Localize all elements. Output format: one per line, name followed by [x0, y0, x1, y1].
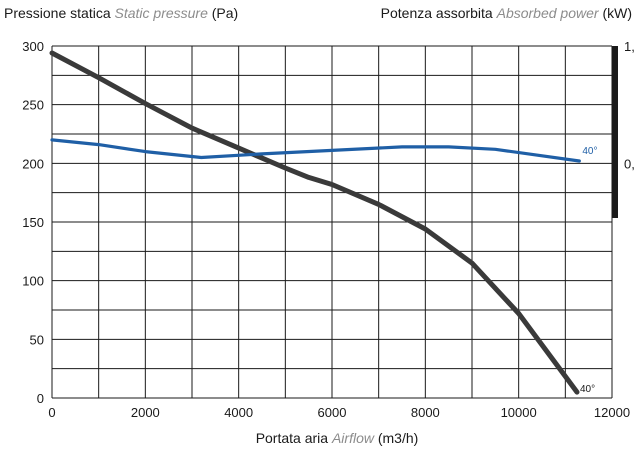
- y-tick-label: 100: [22, 274, 44, 289]
- left-axis-unit: (Pa): [212, 5, 238, 21]
- absorbed-power-curve-label: 40°: [582, 146, 597, 157]
- grid: [51, 45, 613, 399]
- right-axis-title: Potenza assorbita Absorbed power (kW): [381, 5, 632, 21]
- x-axis-title-en: Airflow: [331, 430, 375, 446]
- x-tick-label: 4000: [224, 405, 253, 420]
- x-axis-title: Portata aria Airflow (m3/h): [256, 430, 419, 446]
- x-axis-title-it: Portata aria: [256, 430, 329, 446]
- x-tick-label: 12000: [594, 405, 630, 420]
- x-tick-label: 10000: [501, 405, 537, 420]
- left-axis-title-en: Static pressure: [115, 5, 209, 21]
- left-axis-title-it: Pressione statica: [4, 5, 111, 21]
- x-axis-unit: (m3/h): [378, 430, 418, 446]
- x-tick-label: 8000: [411, 405, 440, 420]
- y-tick-label: 0: [37, 391, 44, 406]
- y-tick-label: 150: [22, 215, 44, 230]
- y-tick-label: 50: [30, 332, 44, 347]
- right-tick-label: 0,: [624, 156, 635, 171]
- y-tick-label: 250: [22, 98, 44, 113]
- static-pressure-curve: [49, 50, 580, 395]
- right-tick-label: 1,: [624, 39, 635, 54]
- right-axis-title-it: Potenza assorbita: [381, 5, 493, 21]
- absorbed-power-curve: [50, 138, 581, 163]
- y-tick-label: 200: [22, 156, 44, 171]
- static-pressure-curve-label: 40°: [580, 384, 595, 395]
- right-axis-unit: (kW): [602, 5, 632, 21]
- right-axis-title-en: Absorbed power: [496, 5, 600, 21]
- left-axis-title: Pressione statica Static pressure (Pa): [4, 5, 238, 21]
- right-axis-bar: [612, 46, 618, 218]
- x-tick-label: 0: [48, 405, 55, 420]
- x-tick-label: 2000: [131, 405, 160, 420]
- x-tick-label: 6000: [318, 405, 347, 420]
- y-tick-label: 300: [22, 39, 44, 54]
